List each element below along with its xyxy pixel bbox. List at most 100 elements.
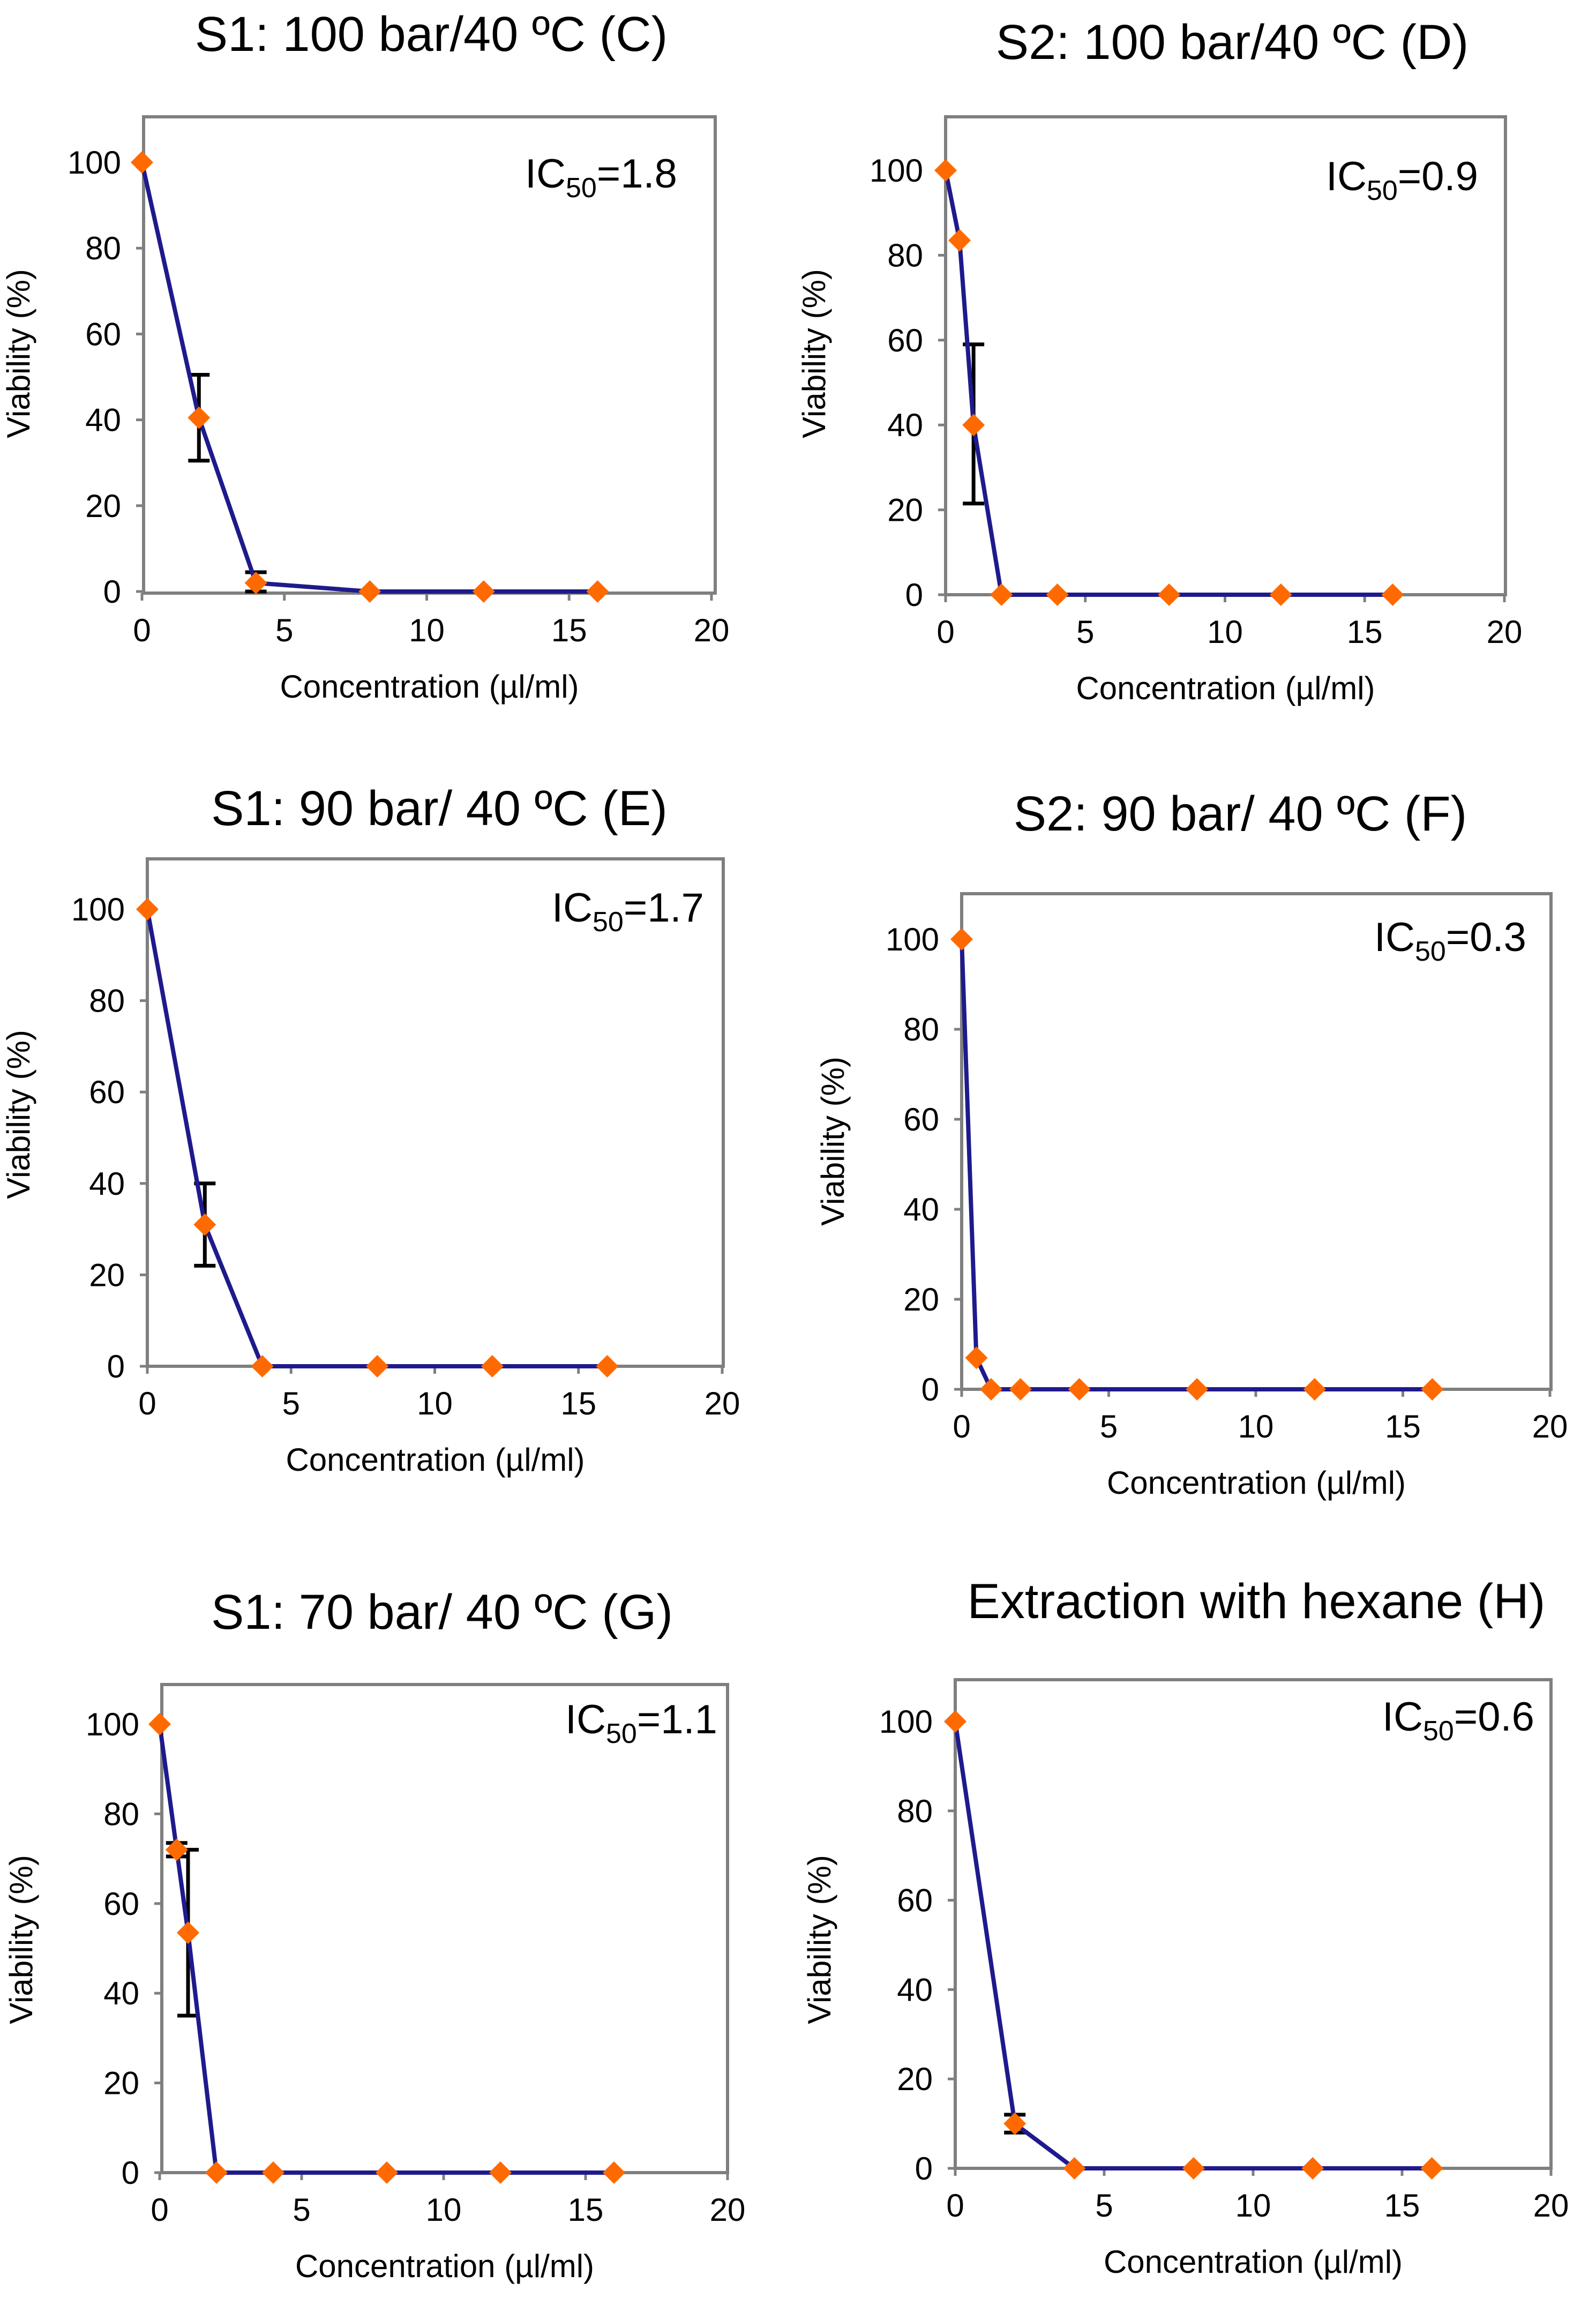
- x-tick-label: 15: [1347, 614, 1383, 650]
- y-tick-label: 20: [89, 1257, 125, 1293]
- x-tick-label: 10: [1235, 2188, 1271, 2224]
- x-tick-label: 0: [151, 2192, 168, 2228]
- chart-panel-f: S2: 90 bar/ 40 ºC (F) IC50=0.3 0 20 40 60 80 10…: [815, 787, 1568, 1501]
- data-point: [948, 229, 971, 252]
- ic50-label: IC50=0.3: [1374, 915, 1526, 967]
- series-line: [943, 170, 1393, 597]
- x-tick-label: 20: [1487, 614, 1523, 650]
- x-axis-label: Concentration (µl/ml): [1107, 1465, 1406, 1501]
- data-point: [1420, 2157, 1443, 2180]
- y-axis-label: Viability (%): [3, 1855, 39, 2024]
- y-axis-label: Viability (%): [1, 1030, 36, 1199]
- data-point: [177, 1921, 199, 1944]
- data-point: [136, 898, 159, 920]
- plot-frame: [160, 1683, 729, 2174]
- y-tick-label: 100: [879, 1704, 933, 1740]
- y-tick-label: 80: [903, 1012, 939, 1047]
- x-tick-label: 0: [936, 614, 954, 650]
- data-point: [934, 159, 957, 182]
- x-tick-label: 10: [1238, 1409, 1274, 1444]
- x-tick-label: 5: [1100, 1409, 1118, 1444]
- data-point: [489, 2161, 512, 2184]
- y-axis-label: Viability (%): [815, 1057, 851, 1226]
- y-axis-label: Viability (%): [796, 269, 832, 438]
- data-point: [990, 583, 1013, 606]
- data-point: [962, 414, 985, 437]
- chart-title: S2: 100 bar/40 ºC (D): [996, 15, 1468, 70]
- data-point: [1009, 1378, 1032, 1401]
- chart-title: S1: 100 bar/40 ºC (C): [195, 7, 668, 62]
- x-tick-label: 15: [1384, 2188, 1420, 2224]
- y-tick-label: 20: [85, 488, 121, 524]
- series-line: [960, 939, 1433, 1391]
- y-tick-label: 100: [886, 922, 939, 957]
- data-point: [1158, 583, 1181, 606]
- data-point: [262, 2161, 284, 2184]
- y-tick-label: 40: [103, 1975, 139, 2011]
- chart-title: S1: 70 bar/ 40 ºC (G): [211, 1585, 673, 1640]
- series-line: [953, 1721, 1432, 2170]
- y-tick-label: 20: [897, 2061, 933, 2097]
- x-tick-label: 0: [953, 1409, 970, 1444]
- x-tick-label: 20: [705, 1386, 740, 1421]
- chart-panel-h: Extraction with hexane (H) IC50=0.6 0 20 40 6…: [801, 1574, 1569, 2280]
- x-tick-label: 10: [1207, 614, 1243, 650]
- x-tick-label: 5: [293, 2192, 310, 2228]
- y-tick-label: 60: [85, 316, 121, 352]
- y-tick-label: 100: [86, 1706, 139, 1742]
- chart-panel-e: S1: 90 bar/ 40 ºC (E) IC50=1.7 0 20 40 60 80 10…: [1, 781, 740, 1478]
- ic50-label: IC50=0.6: [1382, 1694, 1534, 1747]
- data-point: [131, 151, 153, 174]
- series-line: [140, 162, 598, 594]
- x-tick-label: 5: [1095, 2188, 1113, 2224]
- chart-title: Extraction with hexane (H): [968, 1574, 1546, 1629]
- y-tick-label: 100: [71, 892, 125, 927]
- x-tick-label: 5: [282, 1386, 300, 1421]
- y-tick-label: 60: [887, 323, 923, 358]
- data-point: [1003, 2112, 1026, 2135]
- data-point: [596, 1355, 619, 1378]
- y-tick-label: 80: [85, 230, 121, 266]
- x-tick-label: 0: [133, 612, 151, 648]
- y-tick-label: 40: [897, 1972, 933, 2008]
- x-tick-label: 15: [560, 1386, 596, 1421]
- y-tick-label: 20: [103, 2065, 139, 2101]
- y-axis-label: Viability (%): [1, 269, 36, 438]
- data-point: [965, 1346, 988, 1369]
- ic50-label: IC50=0.9: [1326, 154, 1478, 206]
- y-tick-label: 80: [89, 983, 125, 1019]
- x-tick-label: 15: [551, 612, 587, 648]
- y-tick-label: 100: [68, 145, 121, 181]
- x-tick-label: 5: [1076, 614, 1094, 650]
- y-tick-label: 40: [887, 407, 923, 443]
- x-axis-label: Concentration (µl/ml): [1076, 670, 1375, 706]
- data-point: [366, 1355, 389, 1378]
- data-point: [586, 580, 609, 603]
- data-point: [950, 928, 973, 950]
- y-tick-label: 40: [903, 1192, 939, 1227]
- data-point: [1068, 1378, 1091, 1401]
- data-point: [1301, 2157, 1324, 2180]
- data-point: [188, 406, 211, 429]
- y-tick-label: 40: [85, 402, 121, 438]
- y-tick-label: 80: [887, 237, 923, 273]
- y-tick-label: 60: [89, 1074, 125, 1110]
- y-tick-label: 20: [887, 492, 923, 528]
- series-line: [158, 1724, 614, 2175]
- ic50-label: IC50=1.7: [552, 885, 704, 938]
- y-tick-label: 100: [870, 153, 923, 189]
- chart-title: S2: 90 bar/ 40 ºC (F): [1014, 787, 1467, 841]
- x-tick-label: 0: [946, 2188, 964, 2224]
- data-point: [603, 2161, 625, 2184]
- series-line: [145, 909, 608, 1368]
- data-point: [1046, 583, 1069, 606]
- x-axis-label: Concentration (µl/ml): [286, 1442, 585, 1478]
- y-tick-label: 60: [103, 1886, 139, 1922]
- y-tick-label: 20: [903, 1282, 939, 1318]
- plot-frame: [960, 892, 1553, 1391]
- data-point: [251, 1355, 274, 1378]
- y-tick-label: 60: [903, 1102, 939, 1137]
- y-tick-label: 0: [905, 577, 923, 613]
- x-tick-label: 15: [568, 2192, 604, 2228]
- data-point: [1186, 1378, 1209, 1401]
